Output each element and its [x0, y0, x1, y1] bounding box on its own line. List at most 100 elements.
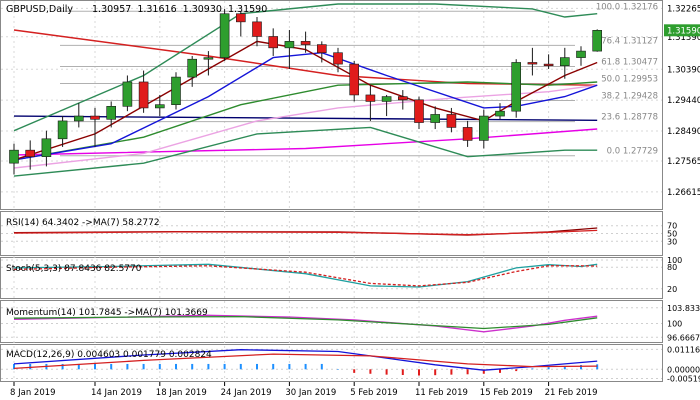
- macd-histogram-bar: [499, 369, 501, 373]
- stoch-tick-label: 100: [667, 256, 682, 265]
- macd-histogram-bar: [547, 367, 550, 370]
- candle-body: [138, 81, 149, 109]
- fib-level-label: 0.0 1.27729: [607, 147, 658, 157]
- fib-level-label: 50.0 1.29953: [601, 74, 658, 84]
- stoch-tick-label: 20: [667, 285, 677, 294]
- candle-body: [284, 41, 295, 49]
- stoch-line: [13, 265, 598, 287]
- moving-average-line: [13, 128, 598, 156]
- price-tick-label: 1.28490: [667, 127, 700, 137]
- macd-histogram-bar: [353, 369, 356, 373]
- price-tick-label: 1.29440: [667, 96, 700, 106]
- stoch-line: [13, 263, 598, 288]
- fib-level-label: 76.4 1.31127: [601, 36, 658, 46]
- macd-histogram-bar: [531, 368, 534, 370]
- macd-histogram-bar: [13, 363, 15, 370]
- candle-body: [316, 44, 327, 54]
- time-tick-label: 21 Feb 2019: [545, 388, 598, 398]
- macd-histogram-bar: [175, 363, 177, 370]
- candle-body: [9, 149, 19, 164]
- fib-level-label: 61.8 1.30477: [601, 57, 658, 67]
- candle-body: [236, 13, 246, 23]
- candle-body: [300, 41, 311, 45]
- rsi-tick-label: 70: [667, 222, 677, 231]
- candle-body: [268, 36, 279, 49]
- candle-body: [25, 149, 36, 157]
- macd-histogram-bar: [223, 363, 226, 370]
- rsi-title: RSI(14) 64.3402 ->MA(7) 58.2772: [6, 218, 160, 228]
- candle-body: [171, 76, 181, 105]
- time-tick-label: 15 Feb 2019: [480, 388, 533, 398]
- macd-histogram-bar: [272, 363, 275, 370]
- moving-average-line: [13, 81, 598, 161]
- candle-body: [155, 104, 165, 109]
- candles: [9, 8, 603, 175]
- moving-average-line: [13, 3, 598, 132]
- price-tick-label: 1.30390: [667, 65, 700, 75]
- stoch-title: Stoch(5,3,3) 87.8436 82.5770: [6, 264, 142, 274]
- macd-histogram-bar: [466, 369, 469, 375]
- candle-body: [462, 127, 473, 141]
- candle-body: [90, 115, 100, 120]
- candle-body: [397, 96, 408, 101]
- candle-body: [219, 13, 230, 58]
- macd-histogram-bar: [94, 363, 96, 370]
- macd-line: [13, 349, 598, 371]
- macd-histogram-bar: [191, 363, 194, 370]
- candle-body: [74, 115, 84, 122]
- candle-body: [559, 57, 570, 67]
- candle-body: [381, 96, 392, 102]
- macd-histogram-bar: [110, 363, 113, 370]
- time-axis: 8 Jan 2019 14 Jan 2019 18 Jan 2019 24 Jan 2…: [10, 382, 598, 398]
- candle-body: [252, 21, 262, 37]
- time-tick-label: 14 Jan 2019: [91, 388, 142, 398]
- last-price-label: 1.31590: [667, 26, 700, 36]
- candle-body: [576, 50, 586, 58]
- candle-body: [478, 115, 489, 141]
- candle-body: [41, 138, 52, 157]
- time-tick-label: 30 Jan 2019: [285, 388, 336, 398]
- macd-histogram-bar: [580, 365, 582, 370]
- macd-histogram-bar: [401, 369, 404, 376]
- macd-histogram-bar: [207, 363, 210, 370]
- candle-body: [430, 114, 441, 123]
- price-tick-label: 1.26615: [667, 188, 700, 198]
- macd-histogram-bar: [434, 369, 437, 376]
- macd-tick-label: 0.011161: [667, 345, 700, 354]
- macd-histogram-bar: [239, 363, 242, 370]
- macd-histogram-bar: [256, 363, 258, 370]
- macd-histogram-bar: [337, 369, 339, 370]
- macd-histogram-bar: [142, 363, 145, 370]
- fib-level-label: 38.2 1.29428: [601, 92, 658, 102]
- candle-body: [203, 57, 214, 60]
- momentum-tick-label: 103.8333: [667, 304, 700, 313]
- macd-histogram-bar: [418, 369, 420, 376]
- stoch-tick-label: 80: [667, 263, 677, 272]
- candle-body: [333, 52, 343, 65]
- rsi-tick-label: 50: [667, 230, 677, 239]
- macd-histogram-bar: [515, 369, 518, 372]
- macd-histogram-bar: [369, 369, 372, 374]
- macd-histogram-bar: [126, 363, 129, 370]
- macd-histogram-bar: [563, 366, 566, 370]
- candle-body: [106, 106, 116, 120]
- time-tick-label: 8 Jan 2019: [10, 388, 56, 398]
- macd-line: [13, 353, 598, 370]
- macd-histogram-bar: [29, 363, 32, 370]
- macd-tick-label: 0.000000: [667, 365, 700, 374]
- candle-body: [365, 94, 376, 102]
- price-pane: [0, 0, 663, 210]
- time-tick-label: 5 Feb 2019: [350, 388, 398, 398]
- moving-average-line: [13, 126, 598, 177]
- time-tick-label: 11 Feb 2019: [415, 388, 468, 398]
- momentum-tick-label: 100: [667, 320, 682, 329]
- macd-histogram-bar: [288, 363, 291, 370]
- candle-body: [511, 62, 522, 112]
- macd-histogram-bar: [320, 363, 323, 370]
- time-tick-label: 24 Jan 2019: [221, 388, 272, 398]
- momentum-pane: [0, 300, 663, 343]
- momentum-line: [13, 315, 598, 330]
- candle-body: [592, 30, 603, 52]
- indicators: 7050301008020103.833310096.66670.0111610…: [1, 222, 700, 384]
